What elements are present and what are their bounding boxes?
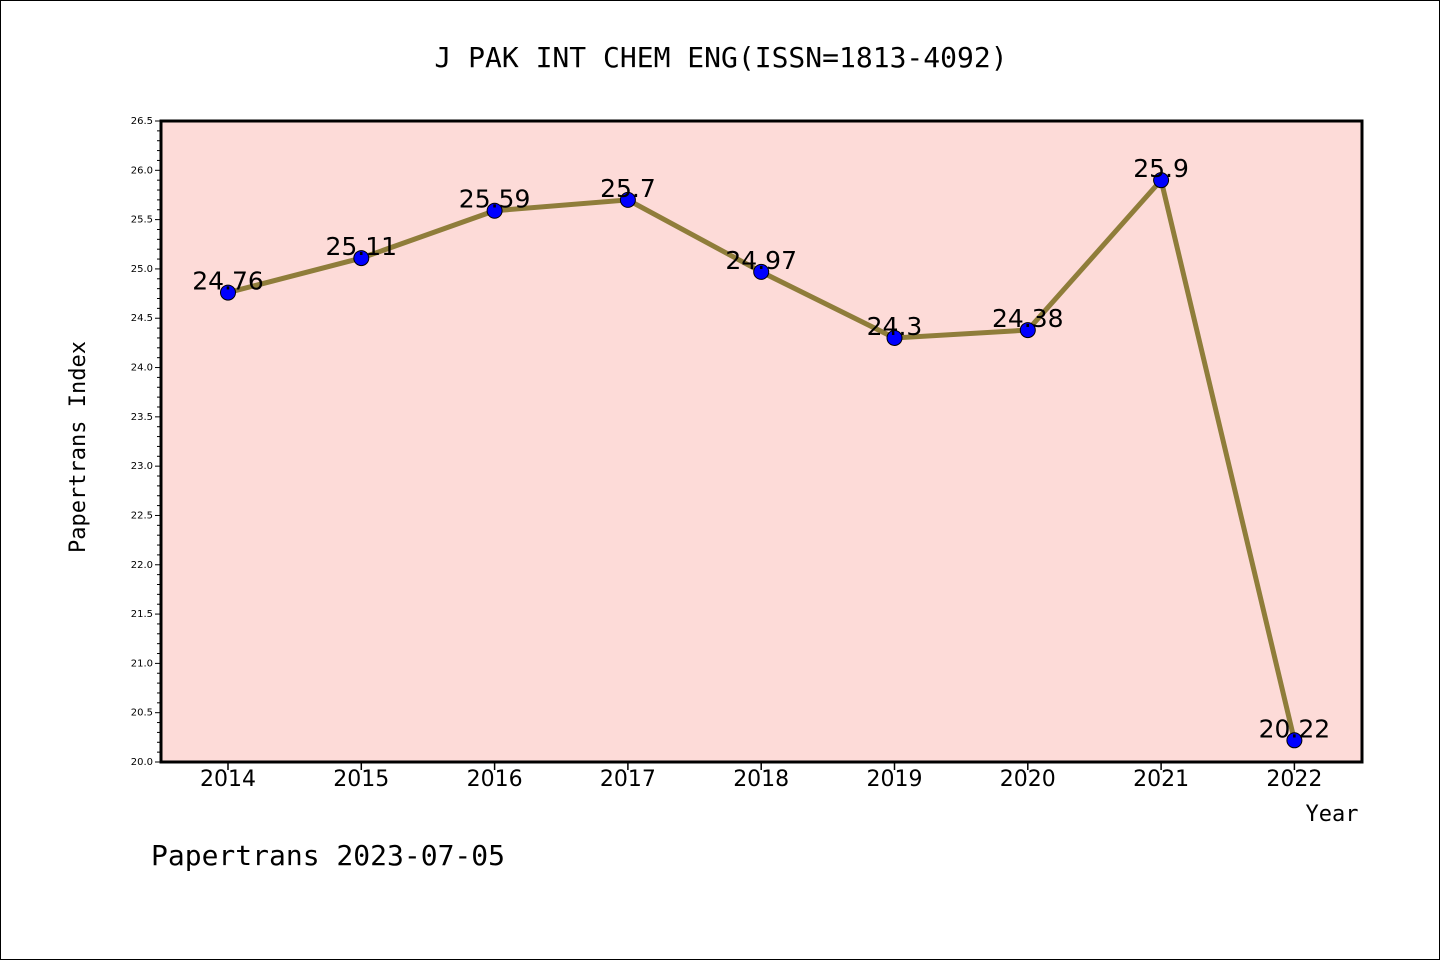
data-point <box>1019 322 1036 339</box>
y-tick-label: 24.5 <box>131 313 153 324</box>
x-tick-label: 2018 <box>733 767 789 792</box>
data-point <box>220 284 236 301</box>
data-label: 24.76 <box>192 267 264 296</box>
x-axis-label: Year <box>1306 802 1359 827</box>
data-label: 25.7 <box>600 174 656 203</box>
data-point <box>886 329 903 346</box>
y-axis-ticks: 20.0 20.5 21.0 21.5 22.0 22.5 23.0 23.5 24.0 24.5… <box>131 116 161 768</box>
x-tick-label: 2019 <box>867 767 923 792</box>
y-tick-label: 25.0 <box>131 264 153 275</box>
x-tick-label: 2014 <box>200 767 256 792</box>
y-tick-label: 20.0 <box>131 757 153 768</box>
x-tick-label: 2022 <box>1266 767 1322 792</box>
series-markers <box>220 172 1303 749</box>
y-axis-label: Papertrans Index <box>66 341 91 553</box>
data-point <box>353 250 370 267</box>
y-tick-label: 21.5 <box>131 609 153 620</box>
y-tick-label: 22.0 <box>131 560 153 571</box>
data-label: 25.11 <box>326 232 398 261</box>
data-label: 24.97 <box>725 246 797 275</box>
x-tick-label: 2017 <box>600 767 656 792</box>
data-label: 20.22 <box>1259 714 1331 743</box>
data-point <box>1153 172 1170 189</box>
data-point <box>486 202 503 219</box>
footer-text: Papertrans 2023-07-05 <box>151 839 505 872</box>
plot-area <box>159 119 1364 764</box>
data-label: 25.59 <box>459 185 531 214</box>
data-labels: 24.76 25.11 25.59 25.7 24.97 24.3 24.38 25.9 20.… <box>192 154 1330 743</box>
data-label: 24.3 <box>867 312 923 341</box>
y-tick-label: 26.0 <box>131 165 153 176</box>
data-point <box>619 191 636 208</box>
y-tick-label: 21.0 <box>131 658 153 669</box>
y-tick-label: 23.5 <box>131 412 153 423</box>
x-tick-label: 2021 <box>1133 767 1189 792</box>
y-tick-label: 25.5 <box>131 215 153 226</box>
x-tick-label: 2016 <box>467 767 523 792</box>
y-tick-label: 23.0 <box>131 461 153 472</box>
chart-title: J PAK INT CHEM ENG(ISSN=1813-4092) <box>434 41 1007 74</box>
x-axis-ticks: 2014 2015 2016 2017 2018 2019 2020 2021 2022 <box>200 762 1322 792</box>
x-tick-label: 2020 <box>1000 767 1056 792</box>
y-tick-label: 20.5 <box>131 708 153 719</box>
data-label: 24.38 <box>992 304 1064 333</box>
y-tick-label: 26.5 <box>131 116 153 127</box>
x-tick-label: 2015 <box>333 767 389 792</box>
data-point <box>1286 732 1303 749</box>
y-tick-label: 22.5 <box>131 510 153 521</box>
data-point <box>753 263 770 280</box>
data-label: 25.9 <box>1133 154 1189 183</box>
y-tick-label: 24.0 <box>131 363 153 374</box>
